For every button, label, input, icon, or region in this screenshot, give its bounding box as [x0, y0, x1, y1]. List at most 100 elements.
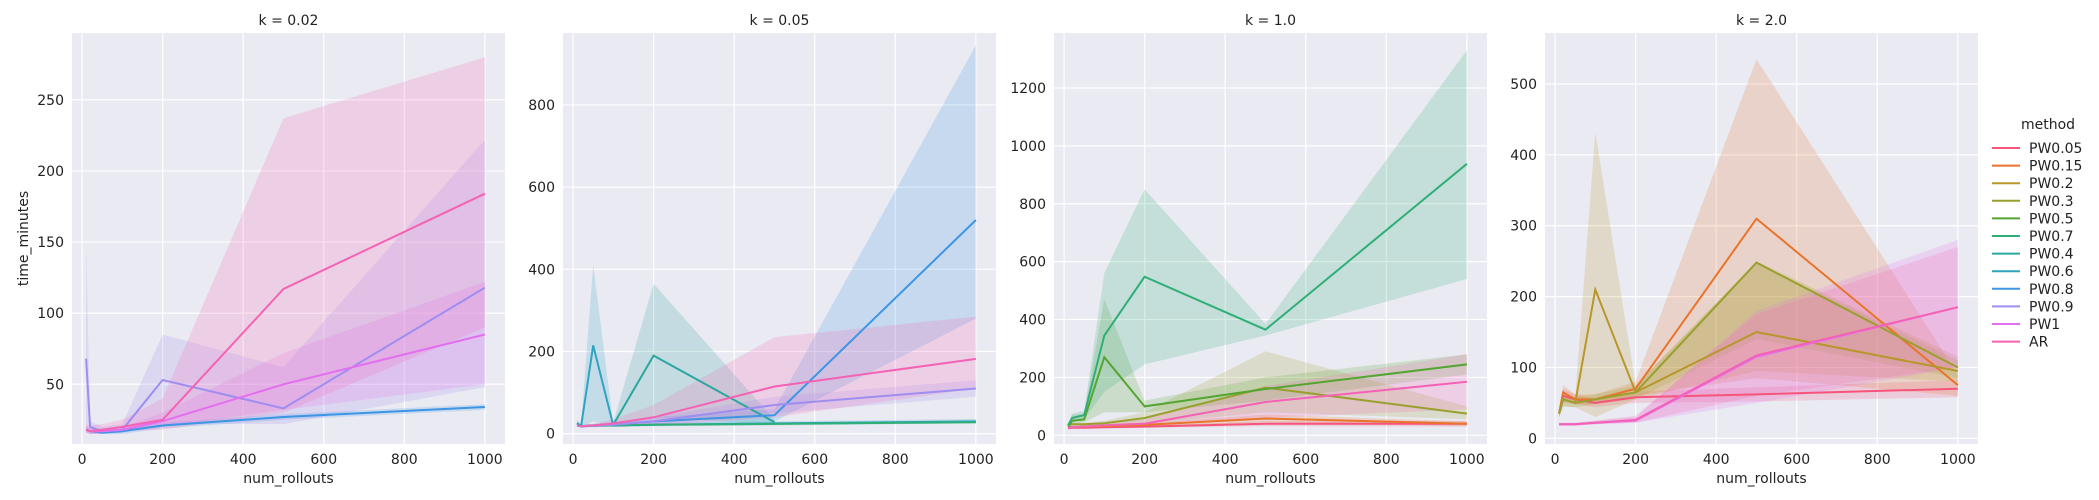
confidence-band-AR	[577, 316, 976, 428]
series-line-AR	[1559, 306, 1959, 426]
legend-label-PW0.15: PW0.15	[2029, 159, 2082, 175]
x-tick-label: 400	[1212, 452, 1239, 468]
y-tick-label: 200	[528, 345, 555, 361]
y-tick-label: 500	[1510, 77, 1537, 93]
series-line-PW0.3	[1067, 386, 1468, 427]
panel-4: 0 200 400 600 800 1000 0 100 200 300 400 500 k = 2.0…	[1510, 13, 1978, 487]
y-tick-label: 800	[1019, 197, 1046, 213]
y-tick-label: 100	[37, 306, 64, 322]
x-tick-label: 800	[882, 452, 909, 468]
confidence-band-PW0.05	[1559, 380, 1958, 418]
confidence-band-AR	[86, 57, 485, 434]
legend-label-PW0.7: PW0.7	[2029, 229, 2074, 245]
x-tick-label: 200	[1622, 452, 1649, 468]
legend-label-PW1: PW1	[2029, 317, 2060, 333]
panel-1: 0 200 400 600 800 1000 50 100 150 200 250 k = 0.02 n…	[16, 13, 505, 487]
x-tick-label: 400	[721, 452, 748, 468]
legend-label-PW0.05: PW0.05	[2029, 141, 2082, 157]
confidence-band-PW0.8	[577, 45, 976, 428]
y-tick-label: 0	[1037, 428, 1046, 444]
confidence-band-AR	[1068, 354, 1467, 430]
x-tick-label: 600	[1783, 452, 1810, 468]
confidence-band-PW0.4	[577, 283, 775, 428]
legend-label-PW0.8: PW0.8	[2029, 282, 2074, 298]
y-tick-label: 400	[1019, 313, 1046, 329]
series-line-PW0.3	[1558, 261, 1959, 414]
legend-title: method	[2021, 117, 2075, 133]
legend-label-PW0.3: PW0.3	[2029, 194, 2074, 210]
x-axis-label: num_rollouts	[1716, 471, 1806, 487]
confidence-band-PW0.3	[1559, 261, 1958, 418]
y-tick-label: 1200	[1010, 81, 1046, 97]
x-tick-label: 0	[569, 452, 578, 468]
y-tick-label: 400	[528, 262, 555, 278]
confidence-band-PW0.9	[86, 139, 485, 434]
y-tick-label: 400	[1510, 148, 1537, 164]
y-tick-label: 0	[546, 427, 555, 443]
series-line-PW0.7	[1067, 163, 1468, 426]
y-tick-label: 0	[1528, 431, 1537, 447]
panel-2: 0 200 400 600 800 1000 0 200 400 600 800 k = 0.05 nu…	[528, 13, 996, 487]
x-axis-label: num_rollouts	[1225, 471, 1315, 487]
legend-label-PW0.6: PW0.6	[2029, 264, 2074, 280]
series-line-AR	[85, 192, 486, 433]
x-tick-label: 800	[391, 452, 418, 468]
x-tick-label: 800	[1864, 452, 1891, 468]
confidence-band-AR	[1559, 247, 1958, 426]
panel-title: k = 1.0	[1245, 13, 1296, 29]
x-tick-label: 200	[1131, 452, 1158, 468]
confidence-band-PW1	[86, 281, 485, 434]
panel-title: k = 0.05	[750, 13, 810, 29]
y-tick-label: 600	[1019, 255, 1046, 271]
y-tick-label: 50	[46, 377, 64, 393]
legend-label-PW0.9: PW0.9	[2029, 299, 2074, 315]
panel-background	[563, 33, 996, 444]
x-axis-label: num_rollouts	[734, 471, 824, 487]
panel-background	[1545, 33, 1978, 444]
x-tick-label: 1000	[1449, 452, 1485, 468]
x-tick-label: 1000	[1940, 452, 1976, 468]
x-tick-label: 600	[801, 452, 828, 468]
y-tick-label: 600	[528, 180, 555, 196]
y-axis-label: time_minutes	[16, 191, 32, 286]
x-tick-label: 400	[1703, 452, 1730, 468]
y-tick-label: 100	[1510, 360, 1537, 376]
y-tick-label: 800	[528, 98, 555, 114]
x-tick-label: 1000	[958, 452, 994, 468]
x-axis-label: num_rollouts	[243, 471, 333, 487]
confidence-band-PW0.2	[1559, 132, 1958, 418]
y-tick-label: 150	[37, 235, 64, 251]
confidence-band-PW0.9	[577, 380, 976, 428]
x-tick-label: 800	[1373, 452, 1400, 468]
confidence-band-PW0.7	[1068, 50, 1467, 427]
panel-background	[1054, 33, 1487, 444]
y-tick-label: 200	[37, 164, 64, 180]
y-tick-label: 300	[1510, 219, 1537, 235]
legend-label-PW0.2: PW0.2	[2029, 176, 2074, 192]
y-tick-label: 200	[1510, 290, 1537, 306]
panel-background	[72, 33, 505, 444]
y-tick-label: 1000	[1010, 139, 1046, 155]
y-tick-label: 200	[1019, 370, 1046, 386]
x-tick-label: 600	[310, 452, 337, 468]
panel-title: k = 2.0	[1736, 13, 1787, 29]
series-line-AR	[576, 357, 977, 428]
confidence-band-PW0.15	[1559, 59, 1958, 418]
legend-label-AR: AR	[2029, 335, 2049, 351]
x-tick-label: 200	[640, 452, 667, 468]
confidence-band-PW0.15	[1068, 414, 1467, 429]
confidence-band-PW0.5	[1068, 299, 1467, 429]
x-tick-label: 400	[230, 452, 257, 468]
panel-3: 0 200 400 600 800 1000 0 200 400 600 800 1000 1200 k …	[1010, 13, 1487, 487]
series-line-PW0.5	[1067, 355, 1468, 428]
x-tick-label: 1000	[467, 452, 503, 468]
legend-label-PW0.5: PW0.5	[2029, 211, 2074, 227]
x-tick-label: 0	[1060, 452, 1069, 468]
x-tick-label: 0	[1551, 452, 1560, 468]
y-tick-label: 250	[37, 93, 64, 109]
x-tick-label: 0	[78, 452, 87, 468]
x-tick-label: 200	[149, 452, 176, 468]
panel-title: k = 0.02	[259, 13, 319, 29]
